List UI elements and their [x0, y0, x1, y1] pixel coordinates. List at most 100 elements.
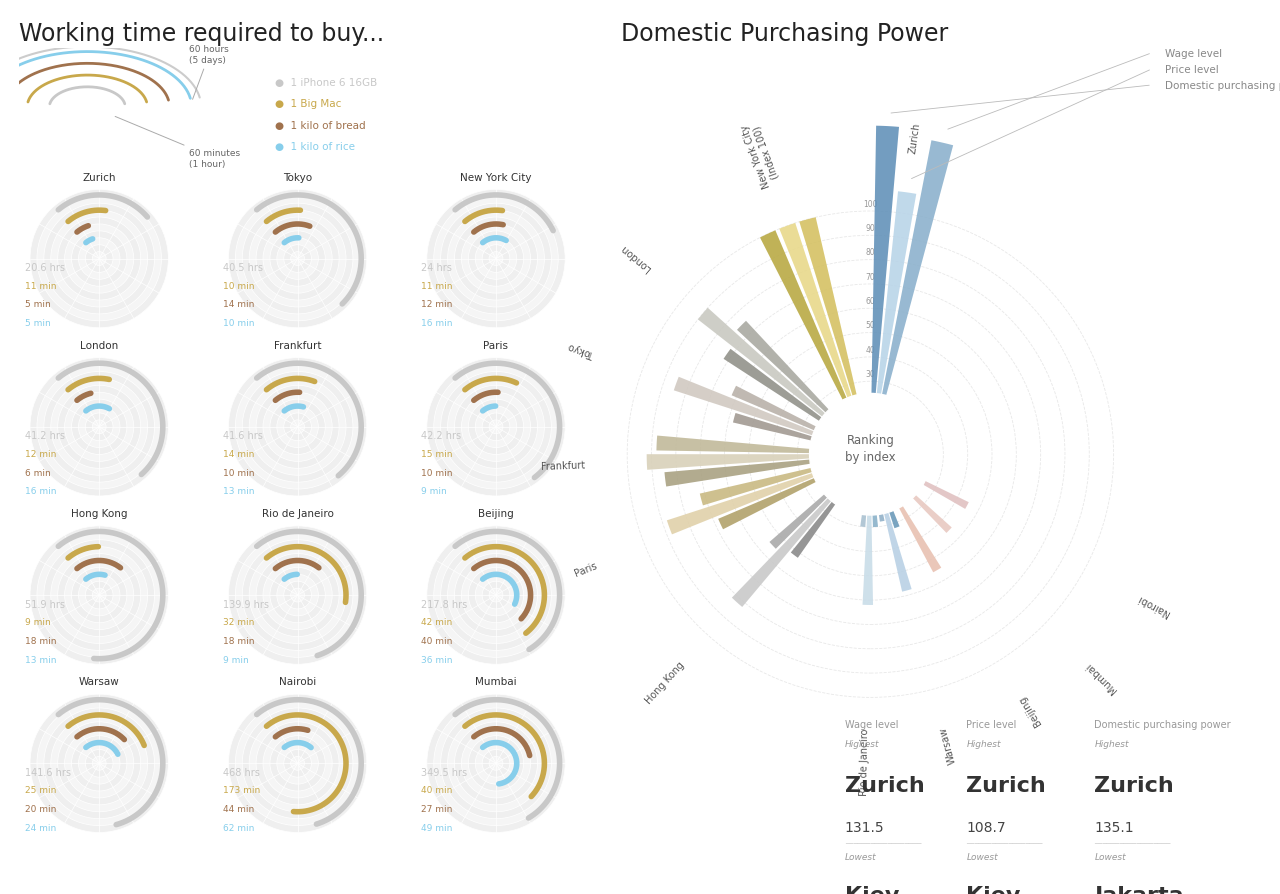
Polygon shape	[870, 455, 900, 528]
Text: 100: 100	[863, 199, 878, 208]
Text: 468 hrs: 468 hrs	[223, 767, 260, 777]
Circle shape	[250, 547, 346, 644]
Polygon shape	[870, 455, 901, 480]
Circle shape	[454, 218, 538, 300]
Polygon shape	[870, 455, 952, 534]
Circle shape	[475, 407, 517, 448]
Text: Ranking
by index: Ranking by index	[845, 434, 896, 463]
Text: 40 min: 40 min	[421, 637, 453, 645]
Text: Wage level: Wage level	[845, 720, 899, 730]
Circle shape	[276, 575, 319, 616]
Text: 12 min: 12 min	[421, 300, 453, 309]
Circle shape	[291, 252, 305, 266]
Text: Price level: Price level	[966, 720, 1016, 730]
Text: New York City
(Index 100): New York City (Index 100)	[740, 119, 782, 190]
Text: Highest: Highest	[1094, 739, 1129, 748]
Text: 13 min: 13 min	[223, 486, 255, 496]
Text: Zurich: Zurich	[845, 775, 924, 795]
Text: 41.6 hrs: 41.6 hrs	[223, 431, 262, 441]
Polygon shape	[646, 455, 870, 470]
Text: 5 min: 5 min	[24, 318, 50, 328]
Circle shape	[284, 750, 311, 777]
Title: Warsaw: Warsaw	[79, 677, 119, 687]
Title: Mumbai: Mumbai	[475, 677, 517, 687]
Polygon shape	[870, 455, 887, 474]
Text: Nairobi: Nairobi	[1135, 592, 1171, 618]
Circle shape	[44, 204, 155, 315]
Circle shape	[64, 561, 134, 630]
Circle shape	[64, 729, 134, 798]
Circle shape	[78, 407, 120, 448]
Circle shape	[426, 358, 566, 496]
Text: 12 min: 12 min	[24, 450, 56, 459]
Text: 11 min: 11 min	[421, 282, 453, 291]
Text: 44 min: 44 min	[223, 805, 255, 814]
Circle shape	[483, 582, 509, 609]
Circle shape	[78, 743, 120, 784]
Text: Wage level: Wage level	[1165, 49, 1222, 59]
Text: 15 min: 15 min	[421, 450, 453, 459]
Text: 80: 80	[865, 249, 876, 257]
Circle shape	[276, 239, 319, 280]
Circle shape	[461, 224, 531, 294]
Circle shape	[434, 197, 558, 322]
Polygon shape	[870, 455, 884, 464]
Text: 51.9 hrs: 51.9 hrs	[24, 599, 64, 609]
Text: 10 min: 10 min	[223, 318, 255, 328]
Text: 10 min: 10 min	[421, 468, 453, 477]
Polygon shape	[700, 455, 870, 506]
Text: Hong Kong: Hong Kong	[644, 660, 686, 705]
Circle shape	[86, 246, 113, 273]
Circle shape	[228, 190, 367, 328]
Circle shape	[86, 750, 113, 777]
Text: ──────────────────: ──────────────────	[966, 840, 1043, 847]
Circle shape	[236, 197, 360, 322]
Text: Zurich: Zurich	[966, 775, 1046, 795]
Text: Highest: Highest	[845, 739, 879, 748]
Text: 20 min: 20 min	[24, 805, 56, 814]
Polygon shape	[799, 218, 870, 455]
Polygon shape	[732, 386, 870, 455]
Title: Rio de Janeiro: Rio de Janeiro	[261, 509, 334, 519]
Polygon shape	[723, 350, 870, 455]
Circle shape	[44, 708, 155, 819]
Circle shape	[256, 554, 339, 637]
Text: 40: 40	[865, 345, 876, 354]
Text: 5 min: 5 min	[24, 300, 50, 309]
Circle shape	[284, 582, 311, 609]
Title: Beijing: Beijing	[479, 509, 513, 519]
Circle shape	[475, 239, 517, 280]
Text: 139.9 hrs: 139.9 hrs	[223, 599, 269, 609]
Circle shape	[250, 211, 346, 308]
Circle shape	[58, 722, 141, 805]
Circle shape	[228, 358, 367, 496]
Circle shape	[270, 232, 325, 287]
Polygon shape	[732, 455, 870, 607]
Text: 18 min: 18 min	[223, 637, 255, 645]
Text: Zurich: Zurich	[908, 122, 922, 155]
Text: London: London	[618, 242, 652, 273]
Text: 10: 10	[865, 418, 876, 427]
Circle shape	[86, 414, 113, 441]
Text: 6 min: 6 min	[24, 468, 50, 477]
Circle shape	[72, 232, 127, 287]
Text: 135.1: 135.1	[1094, 820, 1134, 834]
Polygon shape	[870, 455, 884, 522]
Text: Rio de Janeiro: Rio de Janeiro	[859, 728, 870, 796]
Circle shape	[426, 695, 566, 832]
Circle shape	[291, 756, 305, 771]
Circle shape	[250, 379, 346, 476]
Text: Working time required to buy...: Working time required to buy...	[19, 22, 384, 46]
Circle shape	[276, 407, 319, 448]
Text: Frankfurt: Frankfurt	[541, 460, 586, 471]
Circle shape	[86, 582, 113, 609]
Text: 24 hrs: 24 hrs	[421, 263, 452, 273]
Circle shape	[440, 540, 552, 651]
Text: 10 min: 10 min	[223, 468, 255, 477]
Text: Kiev: Kiev	[966, 885, 1020, 894]
Polygon shape	[657, 436, 870, 455]
Text: 40.5 hrs: 40.5 hrs	[223, 263, 262, 273]
Text: 9 min: 9 min	[421, 486, 447, 496]
Text: 217.8 hrs: 217.8 hrs	[421, 599, 467, 609]
Circle shape	[29, 190, 169, 328]
